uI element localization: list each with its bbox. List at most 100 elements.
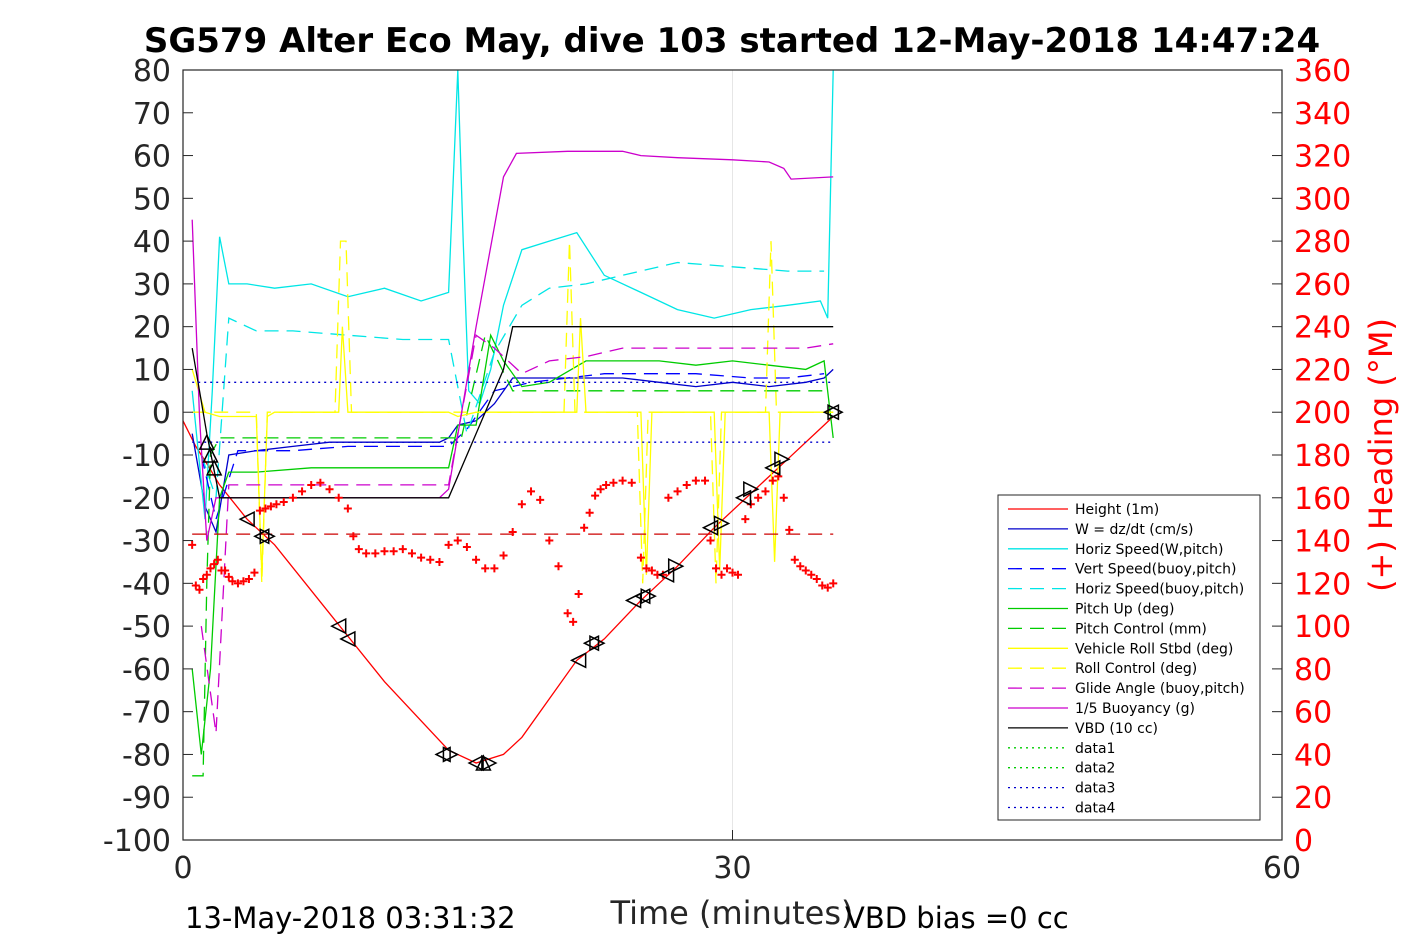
heading-point <box>435 557 444 566</box>
footer-timestamp: 13-May-2018 03:31:32 <box>185 901 516 935</box>
heading-point <box>371 549 380 558</box>
event-marker <box>467 754 484 772</box>
event-marker <box>259 528 276 545</box>
heading-point <box>490 564 499 573</box>
heading-point <box>712 564 721 573</box>
heading-point <box>723 564 732 573</box>
legend-label: Roll Control (deg) <box>1075 661 1197 677</box>
event-marker <box>774 451 791 468</box>
heading-point <box>768 476 777 485</box>
heading-point <box>554 562 563 571</box>
event-marker <box>481 754 498 772</box>
heading-point <box>602 480 611 489</box>
right-tick-label: 280 <box>1294 225 1351 260</box>
heading-point <box>228 577 237 586</box>
left-tick-label: 10 <box>133 353 171 388</box>
right-tick-label: 240 <box>1294 311 1351 346</box>
event-marker <box>701 519 719 536</box>
right-tick-label: 180 <box>1294 439 1351 474</box>
heading-point <box>609 478 618 487</box>
heading-point <box>563 609 572 618</box>
heading-point <box>389 547 398 556</box>
right-tick-label: 20 <box>1294 781 1332 816</box>
heading-point <box>325 485 334 494</box>
right-tick-label: 260 <box>1294 268 1351 303</box>
event-marker <box>827 404 844 421</box>
left-tick-label: 80 <box>133 54 171 89</box>
event-marker <box>657 566 675 583</box>
heading-point <box>417 553 426 562</box>
heading-point <box>250 568 259 577</box>
heading-point <box>508 528 517 536</box>
heading-point <box>574 590 583 599</box>
series-line-0 <box>182 416 834 764</box>
event-marker <box>238 510 255 528</box>
event-marker <box>330 617 347 635</box>
heading-point <box>354 545 363 554</box>
heading-point <box>591 491 600 500</box>
heading-point <box>244 575 253 584</box>
heading-point <box>801 566 810 575</box>
left-tick-label: -60 <box>122 653 171 688</box>
heading-point <box>279 498 288 507</box>
event-marker <box>764 459 781 477</box>
left-tick-label: -30 <box>122 525 171 560</box>
heading-point <box>407 549 416 558</box>
legend-label: data4 <box>1075 801 1116 817</box>
heading-point <box>298 487 307 496</box>
legend-label: Pitch Up (deg) <box>1075 602 1174 618</box>
heading-point <box>255 506 264 515</box>
heading-point <box>790 555 799 564</box>
right-tick-label: 0 <box>1294 824 1313 859</box>
heading-point <box>807 570 816 579</box>
heading-point <box>517 500 526 509</box>
heading-point <box>349 532 358 541</box>
chart-title: SG579 Alter Eco May, dive 103 started 12… <box>144 21 1320 61</box>
heading-point <box>691 476 700 485</box>
footer-vbd-bias: VBD bias =0 cc <box>845 901 1069 935</box>
marker-layer <box>198 404 844 772</box>
heading-point <box>796 562 805 571</box>
series-line-9 <box>200 334 834 734</box>
right-tick-label: 120 <box>1294 567 1351 602</box>
heading-point <box>706 536 715 545</box>
right-tick-label: 200 <box>1294 396 1351 431</box>
heading-point <box>266 502 275 511</box>
heading-point <box>642 564 651 573</box>
x-tick-label: 0 <box>173 851 192 886</box>
heading-point <box>481 564 490 573</box>
left-tick-label: 70 <box>133 97 171 132</box>
left-tick-label: 20 <box>133 311 171 346</box>
legend-label: Vehicle Roll Stbd (deg) <box>1075 641 1233 657</box>
x-axis-label: Time (minutes) <box>610 894 854 932</box>
left-tick-label: -70 <box>122 696 171 731</box>
heading-point <box>224 572 233 581</box>
right-axis: 3603403203002802602402202001801601401201… <box>1272 54 1351 859</box>
heading-point <box>199 575 208 584</box>
left-tick-label: -100 <box>103 824 171 859</box>
heading-point <box>818 581 827 590</box>
left-tick-label: -50 <box>122 610 171 645</box>
heading-point <box>462 542 471 551</box>
heading-point <box>754 493 763 502</box>
heading-point <box>596 485 605 494</box>
right-tick-label: 100 <box>1294 610 1351 645</box>
heading-point <box>536 495 545 504</box>
left-tick-label: -20 <box>122 482 171 517</box>
heading-point <box>213 555 222 564</box>
heading-point <box>823 583 832 592</box>
legend: Height (1m) W = dz/dt (cm/s) Horiz Speed(W… <box>997 494 1261 821</box>
right-tick-label: 80 <box>1294 653 1332 688</box>
event-marker <box>202 446 219 463</box>
heading-point <box>728 568 737 577</box>
heading-point <box>362 549 371 558</box>
heading-point <box>664 493 673 502</box>
legend-label: VBD (10 cc) <box>1075 721 1158 737</box>
y-axis-label-right: (+) Heading (°M) <box>1362 318 1400 592</box>
event-marker <box>569 652 587 669</box>
legend-label: W = dz/dt (cm/s) <box>1075 522 1194 538</box>
heading-point <box>618 476 627 485</box>
series-layer <box>182 69 834 777</box>
series-line-5 <box>191 333 834 755</box>
heading-point <box>527 487 536 496</box>
